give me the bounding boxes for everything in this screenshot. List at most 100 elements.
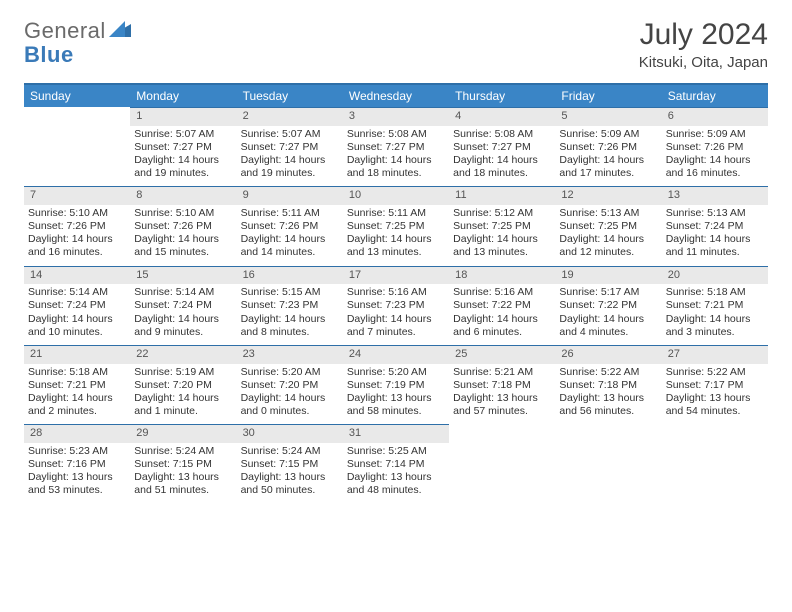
daylight-line: Daylight: 13 hours and 51 minutes.	[134, 471, 232, 497]
daylight-line: Daylight: 14 hours and 13 minutes.	[453, 233, 551, 259]
sunrise-line: Sunrise: 5:09 AM	[666, 128, 764, 141]
sunset-line: Sunset: 7:27 PM	[453, 141, 551, 154]
calendar-day-cell: 31Sunrise: 5:25 AMSunset: 7:14 PMDayligh…	[343, 424, 449, 503]
daylight-line: Daylight: 14 hours and 12 minutes.	[559, 233, 657, 259]
calendar-empty-cell	[449, 424, 555, 503]
calendar-day-cell: 27Sunrise: 5:22 AMSunset: 7:17 PMDayligh…	[662, 345, 768, 424]
daylight-line: Daylight: 14 hours and 0 minutes.	[241, 392, 339, 418]
day-number: 20	[662, 266, 768, 285]
day-number: 15	[130, 266, 236, 285]
calendar-day-cell: 26Sunrise: 5:22 AMSunset: 7:18 PMDayligh…	[555, 345, 661, 424]
sunrise-line: Sunrise: 5:16 AM	[347, 286, 445, 299]
daylight-line: Daylight: 14 hours and 15 minutes.	[134, 233, 232, 259]
daylight-line: Daylight: 13 hours and 57 minutes.	[453, 392, 551, 418]
day-details: Sunrise: 5:22 AMSunset: 7:18 PMDaylight:…	[555, 364, 661, 425]
day-details: Sunrise: 5:20 AMSunset: 7:20 PMDaylight:…	[237, 364, 343, 425]
daylight-line: Daylight: 13 hours and 56 minutes.	[559, 392, 657, 418]
day-details: Sunrise: 5:19 AMSunset: 7:20 PMDaylight:…	[130, 364, 236, 425]
daylight-line: Daylight: 13 hours and 50 minutes.	[241, 471, 339, 497]
day-details: Sunrise: 5:18 AMSunset: 7:21 PMDaylight:…	[662, 284, 768, 345]
day-details: Sunrise: 5:13 AMSunset: 7:24 PMDaylight:…	[662, 205, 768, 266]
day-details: Sunrise: 5:07 AMSunset: 7:27 PMDaylight:…	[130, 126, 236, 187]
day-number: 27	[662, 345, 768, 364]
calendar-day-cell: 11Sunrise: 5:12 AMSunset: 7:25 PMDayligh…	[449, 186, 555, 265]
weekday-header: Wednesday	[343, 85, 449, 107]
daylight-line: Daylight: 14 hours and 9 minutes.	[134, 313, 232, 339]
sunset-line: Sunset: 7:15 PM	[134, 458, 232, 471]
calendar-day-cell: 22Sunrise: 5:19 AMSunset: 7:20 PMDayligh…	[130, 345, 236, 424]
day-details: Sunrise: 5:14 AMSunset: 7:24 PMDaylight:…	[130, 284, 236, 345]
daylight-line: Daylight: 14 hours and 3 minutes.	[666, 313, 764, 339]
day-details: Sunrise: 5:08 AMSunset: 7:27 PMDaylight:…	[449, 126, 555, 187]
sunrise-line: Sunrise: 5:11 AM	[347, 207, 445, 220]
daylight-line: Daylight: 13 hours and 54 minutes.	[666, 392, 764, 418]
day-details: Sunrise: 5:23 AMSunset: 7:16 PMDaylight:…	[24, 443, 130, 504]
day-details: Sunrise: 5:07 AMSunset: 7:27 PMDaylight:…	[237, 126, 343, 187]
calendar-day-cell: 15Sunrise: 5:14 AMSunset: 7:24 PMDayligh…	[130, 266, 236, 345]
day-number: 29	[130, 424, 236, 443]
daylight-line: Daylight: 14 hours and 7 minutes.	[347, 313, 445, 339]
daylight-line: Daylight: 14 hours and 14 minutes.	[241, 233, 339, 259]
sunset-line: Sunset: 7:24 PM	[28, 299, 126, 312]
calendar-day-cell: 5Sunrise: 5:09 AMSunset: 7:26 PMDaylight…	[555, 107, 661, 186]
calendar-day-cell: 24Sunrise: 5:20 AMSunset: 7:19 PMDayligh…	[343, 345, 449, 424]
calendar-day-cell: 20Sunrise: 5:18 AMSunset: 7:21 PMDayligh…	[662, 266, 768, 345]
day-number: 8	[130, 186, 236, 205]
sunset-line: Sunset: 7:26 PM	[134, 220, 232, 233]
sunrise-line: Sunrise: 5:10 AM	[134, 207, 232, 220]
day-number: 14	[24, 266, 130, 285]
sunset-line: Sunset: 7:19 PM	[347, 379, 445, 392]
calendar-day-cell: 3Sunrise: 5:08 AMSunset: 7:27 PMDaylight…	[343, 107, 449, 186]
sunset-line: Sunset: 7:27 PM	[134, 141, 232, 154]
sunset-line: Sunset: 7:26 PM	[559, 141, 657, 154]
day-details: Sunrise: 5:16 AMSunset: 7:23 PMDaylight:…	[343, 284, 449, 345]
day-number: 31	[343, 424, 449, 443]
day-details: Sunrise: 5:14 AMSunset: 7:24 PMDaylight:…	[24, 284, 130, 345]
day-details: Sunrise: 5:22 AMSunset: 7:17 PMDaylight:…	[662, 364, 768, 425]
sunrise-line: Sunrise: 5:18 AM	[666, 286, 764, 299]
calendar-day-cell: 8Sunrise: 5:10 AMSunset: 7:26 PMDaylight…	[130, 186, 236, 265]
sunset-line: Sunset: 7:18 PM	[453, 379, 551, 392]
daylight-line: Daylight: 14 hours and 11 minutes.	[666, 233, 764, 259]
day-details: Sunrise: 5:13 AMSunset: 7:25 PMDaylight:…	[555, 205, 661, 266]
calendar-day-cell: 14Sunrise: 5:14 AMSunset: 7:24 PMDayligh…	[24, 266, 130, 345]
daylight-line: Daylight: 14 hours and 18 minutes.	[453, 154, 551, 180]
calendar-day-cell: 19Sunrise: 5:17 AMSunset: 7:22 PMDayligh…	[555, 266, 661, 345]
sunrise-line: Sunrise: 5:22 AM	[666, 366, 764, 379]
day-details: Sunrise: 5:25 AMSunset: 7:14 PMDaylight:…	[343, 443, 449, 504]
day-number: 26	[555, 345, 661, 364]
page-title: July 2024	[639, 18, 768, 52]
day-number: 22	[130, 345, 236, 364]
day-number: 5	[555, 107, 661, 126]
calendar-day-cell: 9Sunrise: 5:11 AMSunset: 7:26 PMDaylight…	[237, 186, 343, 265]
sunset-line: Sunset: 7:18 PM	[559, 379, 657, 392]
day-number: 21	[24, 345, 130, 364]
day-details: Sunrise: 5:17 AMSunset: 7:22 PMDaylight:…	[555, 284, 661, 345]
sunrise-line: Sunrise: 5:13 AM	[666, 207, 764, 220]
daylight-line: Daylight: 14 hours and 16 minutes.	[666, 154, 764, 180]
day-details: Sunrise: 5:10 AMSunset: 7:26 PMDaylight:…	[130, 205, 236, 266]
sunset-line: Sunset: 7:26 PM	[666, 141, 764, 154]
day-number: 17	[343, 266, 449, 285]
logo-line2: Blue	[24, 42, 74, 68]
day-details: Sunrise: 5:09 AMSunset: 7:26 PMDaylight:…	[662, 126, 768, 187]
day-number: 4	[449, 107, 555, 126]
sunrise-line: Sunrise: 5:24 AM	[241, 445, 339, 458]
weekday-header: Monday	[130, 85, 236, 107]
daylight-line: Daylight: 14 hours and 4 minutes.	[559, 313, 657, 339]
day-details: Sunrise: 5:15 AMSunset: 7:23 PMDaylight:…	[237, 284, 343, 345]
daylight-line: Daylight: 14 hours and 16 minutes.	[28, 233, 126, 259]
header: General July 2024 Kitsuki, Oita, Japan	[24, 18, 768, 71]
sunrise-line: Sunrise: 5:18 AM	[28, 366, 126, 379]
day-number: 16	[237, 266, 343, 285]
sunrise-line: Sunrise: 5:25 AM	[347, 445, 445, 458]
daylight-line: Daylight: 14 hours and 19 minutes.	[134, 154, 232, 180]
day-details: Sunrise: 5:09 AMSunset: 7:26 PMDaylight:…	[555, 126, 661, 187]
calendar-day-cell: 21Sunrise: 5:18 AMSunset: 7:21 PMDayligh…	[24, 345, 130, 424]
sunrise-line: Sunrise: 5:13 AM	[559, 207, 657, 220]
day-details: Sunrise: 5:11 AMSunset: 7:26 PMDaylight:…	[237, 205, 343, 266]
day-number: 3	[343, 107, 449, 126]
day-number: 24	[343, 345, 449, 364]
sunrise-line: Sunrise: 5:19 AM	[134, 366, 232, 379]
calendar-grid: SundayMondayTuesdayWednesdayThursdayFrid…	[24, 83, 768, 503]
